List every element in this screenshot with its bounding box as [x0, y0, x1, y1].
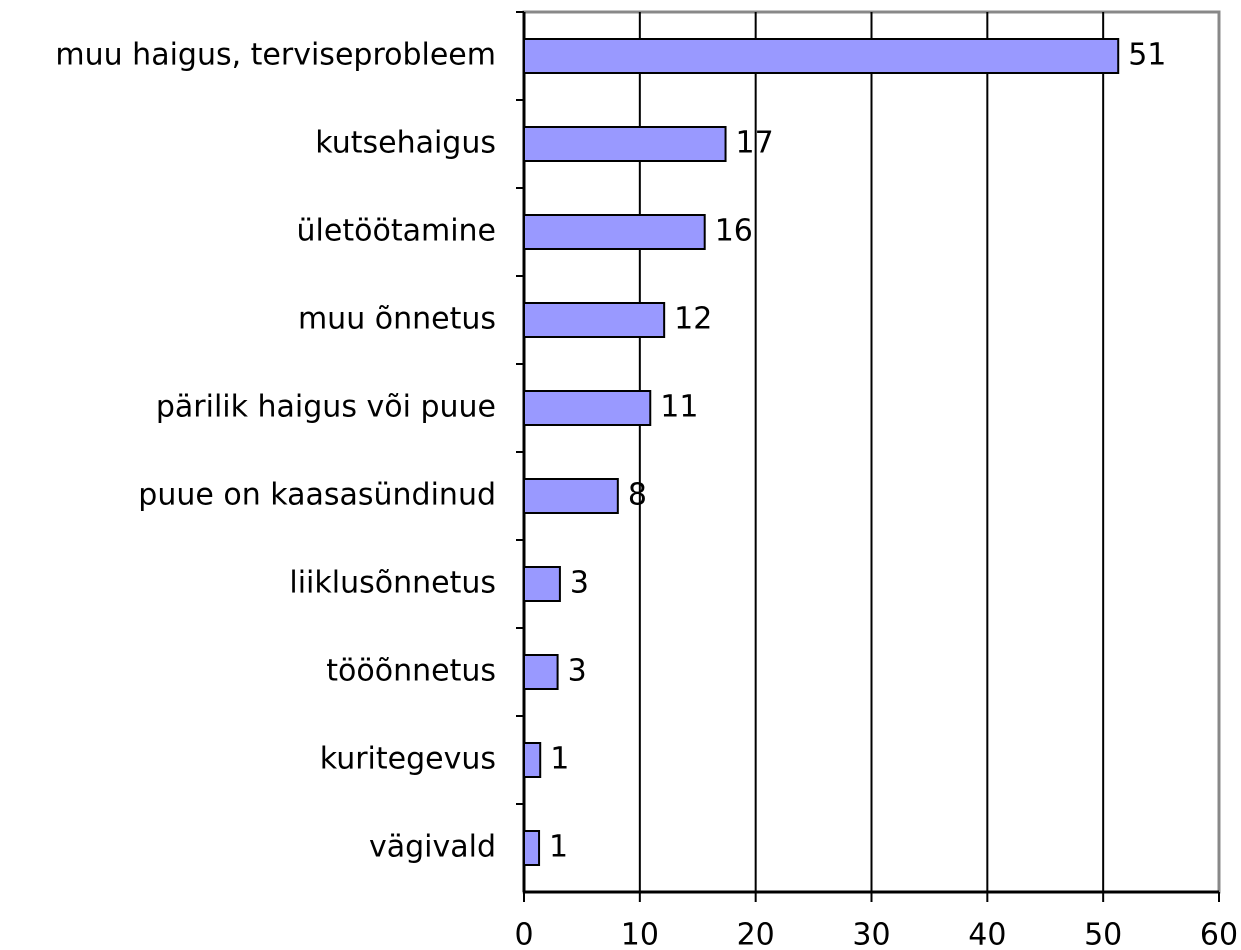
x-tick-label: 60: [1200, 918, 1238, 950]
bar: [523, 214, 706, 250]
y-tick-label: muu õnnetus: [298, 302, 496, 337]
value-label: 11: [660, 390, 698, 425]
y-tick-label: kuritegevus: [320, 742, 496, 777]
x-tick-label: 10: [621, 918, 659, 950]
bar: [523, 38, 1120, 74]
value-label: 8: [628, 478, 647, 513]
y-tick-label: puue on kaasasündinud: [138, 478, 496, 513]
y-tick-label: ületöötamine: [297, 214, 496, 249]
value-label: 1: [550, 742, 569, 777]
value-label: 3: [570, 566, 589, 601]
value-label: 3: [568, 654, 587, 689]
x-tick-label: 40: [968, 918, 1006, 950]
x-tick-label: 0: [514, 918, 533, 950]
y-tick-label: kutsehaigus: [315, 126, 496, 161]
value-label: 17: [736, 126, 774, 161]
value-label: 51: [1128, 38, 1166, 73]
x-tick-label: 50: [1084, 918, 1122, 950]
y-tick-label: vägivald: [369, 830, 496, 865]
y-tick-label: pärilik haigus või puue: [156, 390, 496, 425]
x-tick-label: 20: [737, 918, 775, 950]
value-label: 16: [715, 214, 753, 249]
bar: [523, 390, 652, 426]
value-label: 12: [674, 302, 712, 337]
bar: [523, 302, 666, 338]
y-tick-label: liiklusõnnetus: [289, 566, 496, 601]
value-label: 1: [549, 830, 568, 865]
bar: [523, 126, 727, 162]
y-tick-label: muu haigus, terviseprobleem: [55, 38, 496, 73]
bar: [523, 830, 541, 866]
bar: [523, 742, 542, 778]
bar: [523, 478, 619, 514]
bar: [523, 654, 559, 690]
y-tick-label: tööõnnetus: [326, 654, 496, 689]
x-tick-label: 30: [852, 918, 890, 950]
bar: [523, 566, 561, 602]
